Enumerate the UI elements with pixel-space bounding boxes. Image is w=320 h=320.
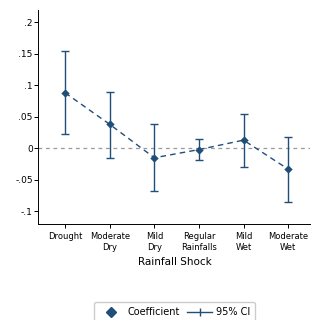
Point [285, 167, 291, 172]
Point [196, 147, 202, 152]
Point [63, 90, 68, 95]
Point [241, 138, 246, 143]
Point [152, 155, 157, 160]
Point [107, 122, 112, 127]
X-axis label: Rainfall Shock: Rainfall Shock [138, 257, 211, 267]
Legend: Coefficient, 95% CI: Coefficient, 95% CI [94, 302, 255, 320]
